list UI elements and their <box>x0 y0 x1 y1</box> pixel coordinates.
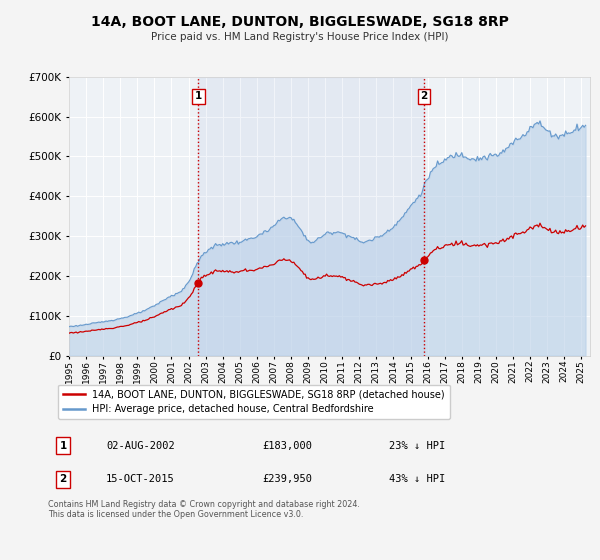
Text: £183,000: £183,000 <box>262 441 312 451</box>
Text: 1: 1 <box>195 91 202 101</box>
Text: 2: 2 <box>59 474 67 484</box>
Text: £239,950: £239,950 <box>262 474 312 484</box>
Text: 02-AUG-2002: 02-AUG-2002 <box>106 441 175 451</box>
Legend: 14A, BOOT LANE, DUNTON, BIGGLESWADE, SG18 8RP (detached house), HPI: Average pri: 14A, BOOT LANE, DUNTON, BIGGLESWADE, SG1… <box>58 385 450 419</box>
Text: Price paid vs. HM Land Registry's House Price Index (HPI): Price paid vs. HM Land Registry's House … <box>151 32 449 43</box>
Bar <box>199 77 424 356</box>
Text: 15-OCT-2015: 15-OCT-2015 <box>106 474 175 484</box>
Text: 43% ↓ HPI: 43% ↓ HPI <box>389 474 445 484</box>
Text: 23% ↓ HPI: 23% ↓ HPI <box>389 441 445 451</box>
Text: 2: 2 <box>421 91 428 101</box>
Text: 14A, BOOT LANE, DUNTON, BIGGLESWADE, SG18 8RP: 14A, BOOT LANE, DUNTON, BIGGLESWADE, SG1… <box>91 15 509 29</box>
Text: 1: 1 <box>59 441 67 451</box>
Text: Contains HM Land Registry data © Crown copyright and database right 2024.
This d: Contains HM Land Registry data © Crown c… <box>48 500 360 519</box>
